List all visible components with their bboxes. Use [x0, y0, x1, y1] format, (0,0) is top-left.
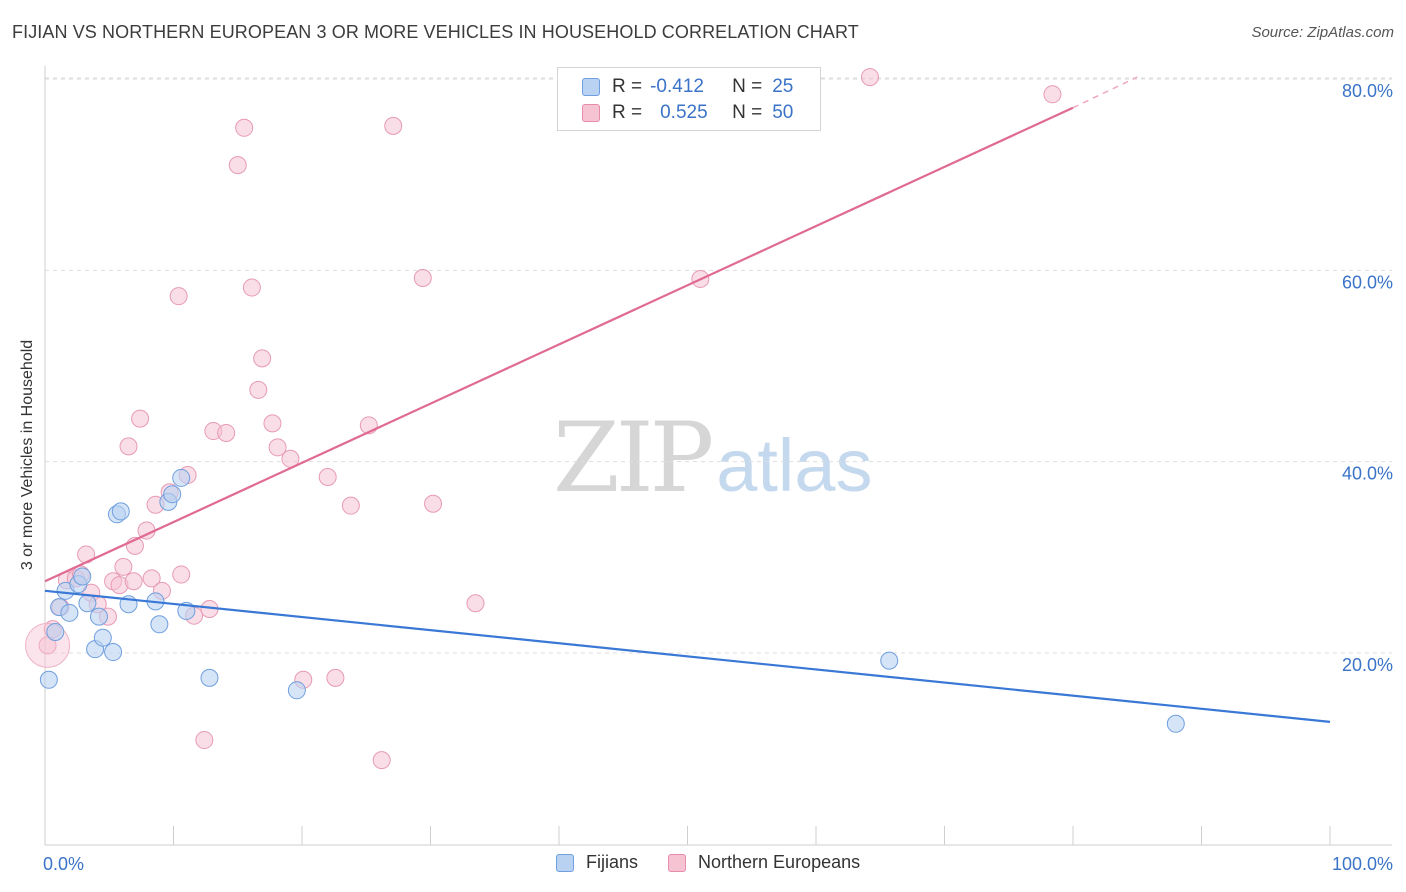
northern-europeans-point	[249, 380, 268, 399]
fijians-points	[39, 468, 1185, 733]
fijians-swatch	[556, 853, 574, 872]
fijians-point	[172, 468, 191, 487]
r-label: R =	[612, 102, 643, 123]
legend-item-fijians: Fijians	[556, 852, 638, 873]
fijians-point	[93, 628, 112, 647]
fijians-point	[1166, 714, 1185, 733]
northern-europeans-point	[384, 116, 403, 135]
northern-europeans-point	[326, 668, 345, 687]
r-label: R =	[612, 76, 643, 97]
n-value: 25	[772, 76, 794, 97]
northern-europeans-point	[119, 437, 138, 456]
northern-europeans-point	[263, 414, 282, 433]
northern-europeans-point	[860, 68, 879, 87]
fijians-point	[200, 668, 219, 687]
fijians-point	[111, 502, 130, 521]
fijians-trend-line	[44, 589, 1331, 723]
legend-label: Fijians	[586, 852, 639, 872]
n-value: 50	[772, 102, 794, 123]
northern-europeans-point	[341, 496, 360, 515]
fijians-point	[39, 670, 58, 689]
legend-row-northern-europeans: R = 0.525 N = 50	[582, 101, 793, 125]
r-value: 0.525	[660, 102, 708, 123]
northern-europeans-point	[1043, 85, 1062, 104]
fijians-swatch	[582, 78, 600, 96]
northern-europeans-points	[25, 68, 1062, 770]
northern-europeans-point	[466, 594, 485, 613]
northern-europeans-point	[142, 569, 161, 588]
fijians-point	[163, 485, 182, 504]
fijians-point	[60, 603, 79, 622]
northern-europeans-swatch	[582, 104, 600, 122]
northern-europeans-trend-line	[44, 106, 1074, 583]
fijians-point	[73, 567, 92, 586]
northern-europeans-point	[268, 438, 287, 457]
northern-europeans-trend-extension	[1072, 76, 1138, 109]
gridlines	[45, 77, 1392, 654]
tick-labels: 20.0% 40.0% 60.0% 80.0% 0.0% 100.0%	[43, 81, 1393, 874]
fijians-point	[150, 615, 169, 634]
northern-europeans-point	[235, 118, 254, 137]
fijians-point	[104, 643, 123, 662]
northern-europeans-point	[253, 349, 272, 368]
legend-item-northern-europeans: Northern Europeans	[668, 852, 860, 873]
northern-europeans-swatch	[668, 853, 687, 872]
n-label: N =	[732, 76, 763, 97]
northern-europeans-point	[424, 494, 443, 513]
fijians-point	[78, 594, 97, 613]
series-legend: Fijians Northern Europeans	[556, 852, 890, 873]
chart-title: FIJIAN VS NORTHERN EUROPEAN 3 OR MORE VE…	[12, 22, 859, 42]
northern-europeans-point	[169, 287, 188, 306]
y-tick-label: 80.0%	[1342, 81, 1393, 101]
northern-europeans-point	[195, 731, 214, 750]
watermark-atlas: atlas	[716, 424, 873, 507]
r-value: -0.412	[650, 76, 704, 97]
northern-europeans-point	[228, 156, 247, 175]
northern-europeans-point	[172, 565, 191, 584]
fijians-point	[287, 681, 306, 700]
northern-europeans-point	[318, 467, 337, 486]
source-credit: Source: ZipAtlas.com	[1251, 24, 1394, 41]
northern-europeans-point	[114, 557, 133, 576]
y-tick-label: 40.0%	[1342, 464, 1393, 484]
n-label: N =	[732, 102, 763, 123]
y-tick-label: 60.0%	[1342, 272, 1393, 292]
fijians-point	[880, 651, 899, 670]
northern-europeans-point	[131, 409, 150, 428]
watermark-zip: ZIP	[553, 402, 714, 514]
x-tick-label-max: 100.0%	[1332, 854, 1393, 874]
watermark: ZIPatlas	[553, 402, 873, 514]
trend-lines	[44, 76, 1331, 723]
axes	[44, 66, 1392, 846]
northern-europeans-point	[413, 268, 432, 287]
northern-europeans-point	[372, 751, 391, 770]
stats-legend: R = -0.412 N = 25 R = 0.525 N = 50	[557, 67, 821, 131]
fijians-point	[46, 622, 65, 641]
y-tick-label: 20.0%	[1342, 655, 1393, 675]
northern-europeans-point	[217, 423, 236, 442]
northern-europeans-point	[124, 572, 143, 591]
legend-row-fijians: R = -0.412 N = 25	[582, 75, 793, 99]
northern-europeans-point	[242, 278, 261, 297]
legend-label: Northern Europeans	[698, 852, 861, 872]
x-tick-label-min: 0.0%	[43, 854, 84, 874]
northern-europeans-point	[38, 636, 57, 655]
fijians-point	[89, 607, 108, 626]
